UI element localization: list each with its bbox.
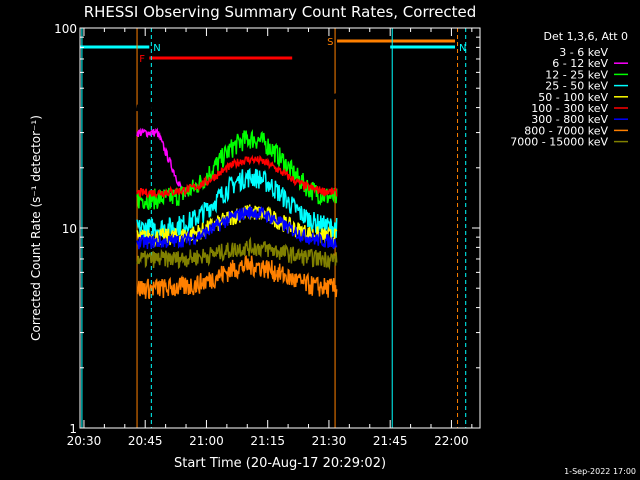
series-line-8	[136, 236, 338, 271]
flag-label-f: F	[139, 54, 145, 65]
y-tick-label: 1	[69, 422, 77, 436]
x-tick-label: 21:45	[373, 434, 408, 448]
y-axis: 1 10 100	[54, 22, 480, 436]
legend-label: 50 - 100 keV	[538, 91, 608, 104]
x-tick-label: 20:30	[67, 434, 102, 448]
series-line-3-6-kev	[138, 88, 338, 112]
x-tick-label: 21:30	[312, 434, 347, 448]
series-line-6	[136, 205, 338, 250]
x-tick-label: 22:00	[434, 434, 469, 448]
legend-label: 800 - 7000 keV	[524, 124, 608, 137]
chart-title: RHESSI Observing Summary Count Rates, Co…	[84, 3, 477, 21]
y-tick-label: 10	[62, 222, 77, 236]
x-tick-label: 21:15	[250, 434, 285, 448]
legend-label: 6 - 12 keV	[552, 57, 608, 70]
legend-title: Det 1,3,6, Att 0	[544, 30, 628, 43]
series-line-2	[136, 129, 338, 211]
legend-label: 300 - 800 keV	[531, 113, 608, 126]
legend-label: 100 - 300 keV	[531, 102, 608, 115]
legend-label: 3 - 6 keV	[559, 46, 608, 59]
y-axis-label: Corrected Count Rate (s⁻¹ detector⁻¹)	[29, 115, 43, 341]
x-axis: 20:30 20:45 21:00 21:15 21:30 21:45 22:00	[67, 28, 473, 448]
plot-area: N NFS	[80, 28, 466, 428]
x-axis-label: Start Time (20-Aug-17 20:29:02)	[174, 456, 386, 471]
y-tick-label: 100	[54, 22, 77, 36]
legend-label: 7000 - 15000 keV	[510, 136, 608, 149]
legend-label: 12 - 25 keV	[545, 68, 608, 81]
flag-label-n: N	[459, 43, 466, 54]
legend-label: 25 - 50 keV	[545, 80, 608, 93]
series-line-1	[136, 127, 187, 198]
flag-label-n: N	[153, 43, 160, 54]
flag-label-s: S	[327, 37, 333, 48]
series-line-7	[136, 255, 338, 300]
series-line-5	[136, 154, 338, 199]
series-line-3	[136, 167, 338, 239]
footer-date: 1-Sep-2022 17:00	[564, 467, 636, 476]
x-tick-label: 21:00	[189, 434, 224, 448]
x-tick-label: 20:45	[128, 434, 163, 448]
series-line-0	[136, 86, 338, 112]
